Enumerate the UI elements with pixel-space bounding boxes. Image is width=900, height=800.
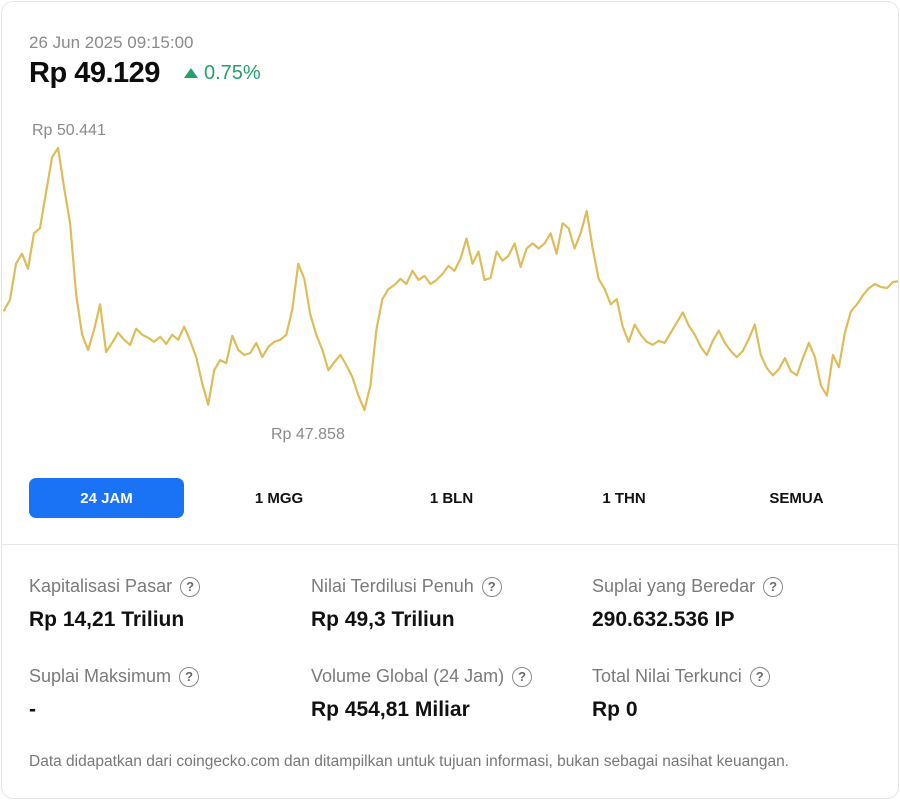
help-icon[interactable]: ? [179,666,200,687]
chart-min-label: Rp 47.858 [271,426,345,443]
range-button-24-jam[interactable]: 24 JAM [29,478,184,518]
stat-global-volume: Volume Global (24 Jam)? Rp 454,81 Miliar [311,666,581,722]
range-button-1-mgg[interactable]: 1 MGG [254,489,304,507]
stat-max-supply: Suplai Maksimum? - [29,666,299,722]
help-icon[interactable]: ? [512,666,533,687]
stat-circulating-supply: Suplai yang Beredar? 290.632.536 IP [592,576,862,632]
stat-label: Total Nilai Terkunci [592,666,742,686]
price-change-value: 0.75% [204,62,261,84]
stat-value: Rp 454,81 Miliar [311,698,470,721]
help-icon[interactable]: ? [749,666,770,687]
range-button-1-bln[interactable]: 1 BLN [429,489,474,507]
time-range-selector: 24 JAM 1 MGG 1 BLN 1 THN SEMUA [29,478,874,518]
help-icon[interactable]: ? [481,576,502,597]
stat-label: Suplai Maksimum [29,666,172,686]
stat-fully-diluted-value: Nilai Terdilusi Penuh? Rp 49,3 Triliun [311,576,581,632]
stat-market-cap: Kapitalisasi Pasar? Rp 14,21 Triliun [29,576,299,632]
help-icon[interactable]: ? [763,576,784,597]
section-divider [2,544,898,545]
price-change: 0.75% [184,62,261,85]
current-price: Rp 49.129 [29,57,160,89]
stat-value: Rp 14,21 Triliun [29,608,185,631]
stat-value: - [29,698,36,721]
stat-label: Nilai Terdilusi Penuh [311,576,474,596]
price-timestamp: 26 Jun 2025 09:15:00 [29,33,194,52]
range-button-1-thn[interactable]: 1 THN [602,489,646,507]
help-icon[interactable]: ? [180,576,201,597]
price-line-chart[interactable]: Rp 50.441 Rp 47.858 [2,112,899,452]
stat-total-value-locked: Total Nilai Terkunci? Rp 0 [592,666,862,722]
data-source-footnote: Data didapatkan dari coingecko.com dan d… [29,753,789,770]
stat-value: 290.632.536 IP [592,608,735,631]
triangle-up-icon [184,67,198,78]
stat-label: Suplai yang Beredar [592,576,756,596]
stat-value: Rp 49,3 Triliun [311,608,455,631]
price-series-line [2,146,898,412]
chart-max-label: Rp 50.441 [32,122,106,139]
range-button-semua[interactable]: SEMUA [769,489,824,507]
stat-label: Kapitalisasi Pasar [29,576,173,596]
stat-label: Volume Global (24 Jam) [311,666,505,686]
stat-value: Rp 0 [592,698,638,721]
